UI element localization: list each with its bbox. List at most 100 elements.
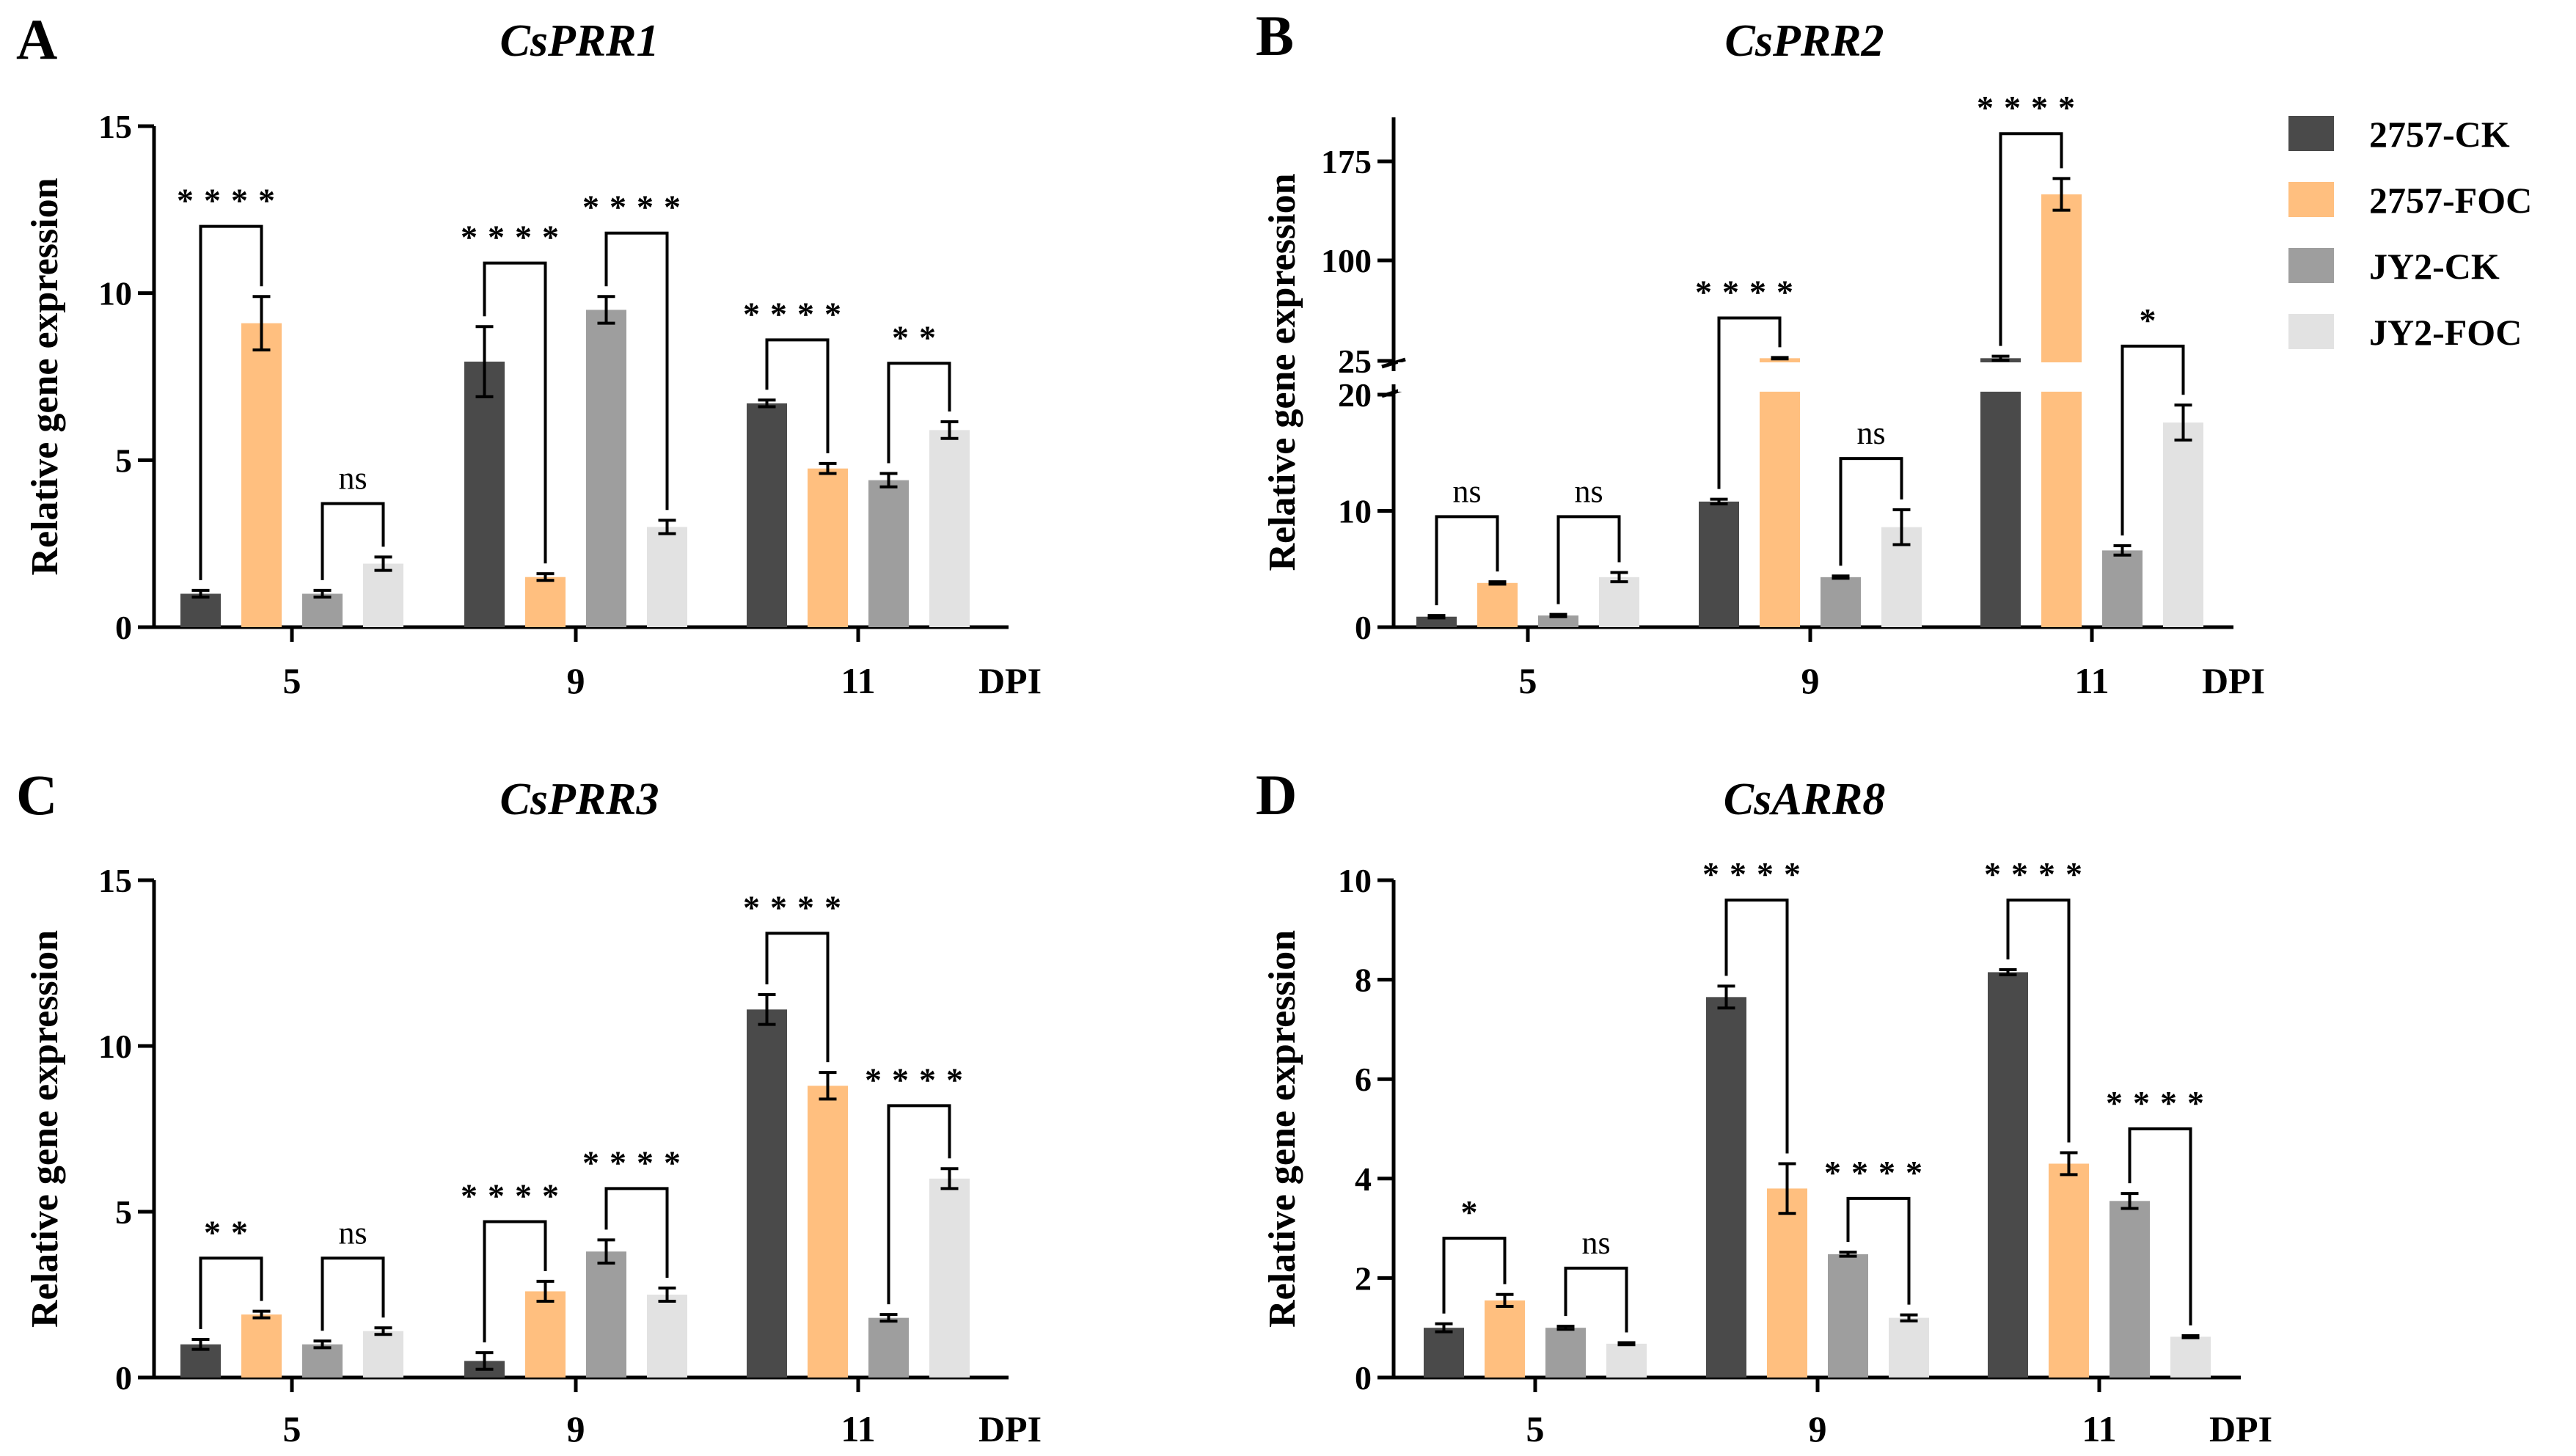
significance-bracket: [1999, 132, 2063, 346]
significance-bracket: [1717, 316, 1782, 489]
legend-label: 2757-FOC: [2369, 180, 2532, 221]
bar-2757-ck-11: [747, 1009, 787, 1378]
significance-bracket: [765, 338, 830, 453]
bar-jy2-ck-11: [868, 480, 909, 627]
x-tick-label: 5: [1519, 660, 1537, 701]
significance-bracket: [1442, 1237, 1507, 1314]
bar-jy2-foc-9: [647, 527, 687, 627]
y-tick-label: 0: [1355, 1359, 1372, 1397]
bar-2757-foc-5: [1485, 1300, 1525, 1378]
bar-jy2-foc-11: [929, 1178, 970, 1378]
bar-jy2-foc-11: [2170, 1336, 2211, 1378]
legend-label: 2757-CK: [2369, 114, 2510, 155]
significance-bracket: [321, 502, 385, 580]
significance-bracket: [321, 1256, 385, 1331]
legend: 2757-CK 2757-FOC JY2-CK JY2-FOC: [2288, 114, 2532, 353]
y-tick-label: 10: [1338, 862, 1372, 899]
bar-jy2-foc-11: [929, 430, 970, 627]
x-axis-label: DPI: [2202, 660, 2265, 701]
panel-letter: C: [16, 763, 57, 827]
significance-label: ****: [1984, 855, 2093, 893]
significance-label: ****: [582, 1144, 691, 1181]
bar-jy2-ck-11: [868, 1317, 909, 1378]
significance-bracket: [1556, 515, 1621, 604]
bar-2757-foc-5: [241, 323, 282, 627]
significance-label: ns: [1452, 473, 1481, 509]
x-axis-label: DPI: [978, 660, 1042, 701]
x-tick-label: 11: [2074, 660, 2109, 701]
bar-jy2-ck-9: [586, 1251, 626, 1378]
bar-2757-ck-11: [747, 403, 787, 627]
legend-swatch-jy2-foc: [2288, 314, 2334, 349]
significance-label: ns: [338, 461, 367, 497]
bar-jy2-ck-11: [2102, 550, 2143, 627]
panel-c: C CsPRR3 Relative gene expression 0 5 10 15 5 9 1…: [16, 763, 1042, 1449]
y-tick-label: 100: [1321, 242, 1372, 279]
y-tick-label: 10: [1338, 493, 1372, 530]
axis-break-mark: [1381, 357, 1406, 369]
significance-label: ****: [1702, 855, 1811, 893]
y-axis-label: Relative gene expression: [1262, 930, 1303, 1328]
bar-2757-foc-9: [1767, 1188, 1807, 1378]
panel-title: CsARR8: [1724, 775, 1886, 824]
bar-2757-ck-11: [1980, 358, 2021, 627]
significance-label: ns: [1581, 1225, 1610, 1261]
bar-2757-ck-5: [180, 593, 221, 627]
panel-a: A CsPRR1 Relative gene expression 0 5 10 15 5 9 1…: [16, 7, 1042, 701]
x-axis-label: DPI: [978, 1408, 1042, 1449]
x-tick-label: 5: [283, 660, 301, 701]
y-axis-label: Relative gene expression: [24, 930, 66, 1328]
x-tick-label: 9: [1809, 1408, 1827, 1449]
y-tick-label: 6: [1355, 1061, 1372, 1098]
significance-bracket: [765, 932, 830, 1063]
bar-jy2-foc-9: [647, 1295, 687, 1378]
panel-title: CsPRR3: [500, 775, 659, 824]
axis-break-gap: [1398, 362, 2238, 392]
bar-2757-ck-11: [1988, 972, 2028, 1378]
significance-bracket: [2006, 899, 2071, 1143]
significance-label: ns: [338, 1215, 367, 1251]
x-tick-label: 11: [2082, 1408, 2116, 1449]
legend-swatch-jy2-ck: [2288, 248, 2334, 283]
legend-swatch-2757-foc: [2288, 182, 2334, 217]
bar-jy2-ck-5: [1538, 615, 1578, 627]
bar-jy2-ck-9: [1828, 1254, 1868, 1378]
significance-label: *: [1461, 1193, 1488, 1231]
bar-jy2-foc-9: [1889, 1317, 1929, 1378]
y-tick-label: 10: [98, 275, 132, 312]
bar-2757-foc-11: [808, 468, 848, 627]
legend-label: JY2-FOC: [2369, 312, 2522, 353]
significance-label: ****: [865, 1061, 973, 1098]
significance-bracket: [483, 261, 547, 564]
x-tick-label: 9: [1801, 660, 1820, 701]
significance-bracket: [1846, 1196, 1911, 1305]
significance-label: ****: [461, 1177, 569, 1215]
significance-bracket: [199, 1256, 263, 1330]
bar-jy2-foc-5: [1606, 1343, 1647, 1378]
significance-label: **: [892, 318, 946, 356]
significance-label: ****: [1824, 1154, 1933, 1191]
significance-label: ****: [461, 219, 569, 256]
y-tick-label: 0: [115, 1359, 132, 1397]
bar-2757-foc-11: [808, 1086, 848, 1378]
significance-label: ns: [1856, 415, 1885, 451]
significance-bracket: [1839, 457, 1903, 566]
y-tick-label: 4: [1355, 1160, 1372, 1198]
bar-jy2-foc-5: [1599, 577, 1639, 627]
y-tick-label: 15: [98, 862, 132, 899]
y-tick-label: 8: [1355, 962, 1372, 999]
panel-letter: D: [1256, 763, 1297, 827]
significance-bracket: [1724, 899, 1789, 1154]
y-axis-label: Relative gene expression: [1262, 173, 1303, 571]
bar-2757-ck-9: [1706, 997, 1746, 1378]
y-tick-label: 10: [98, 1028, 132, 1065]
significance-bracket: [199, 224, 263, 580]
panel-title: CsPRR2: [1724, 16, 1884, 66]
bar-jy2-ck-5: [1545, 1328, 1586, 1378]
significance-bracket: [483, 1220, 547, 1343]
y-tick-label: 20: [1338, 376, 1372, 414]
significance-label: ****: [743, 888, 852, 926]
x-tick-label: 5: [283, 1408, 301, 1449]
x-tick-label: 5: [1526, 1408, 1545, 1449]
